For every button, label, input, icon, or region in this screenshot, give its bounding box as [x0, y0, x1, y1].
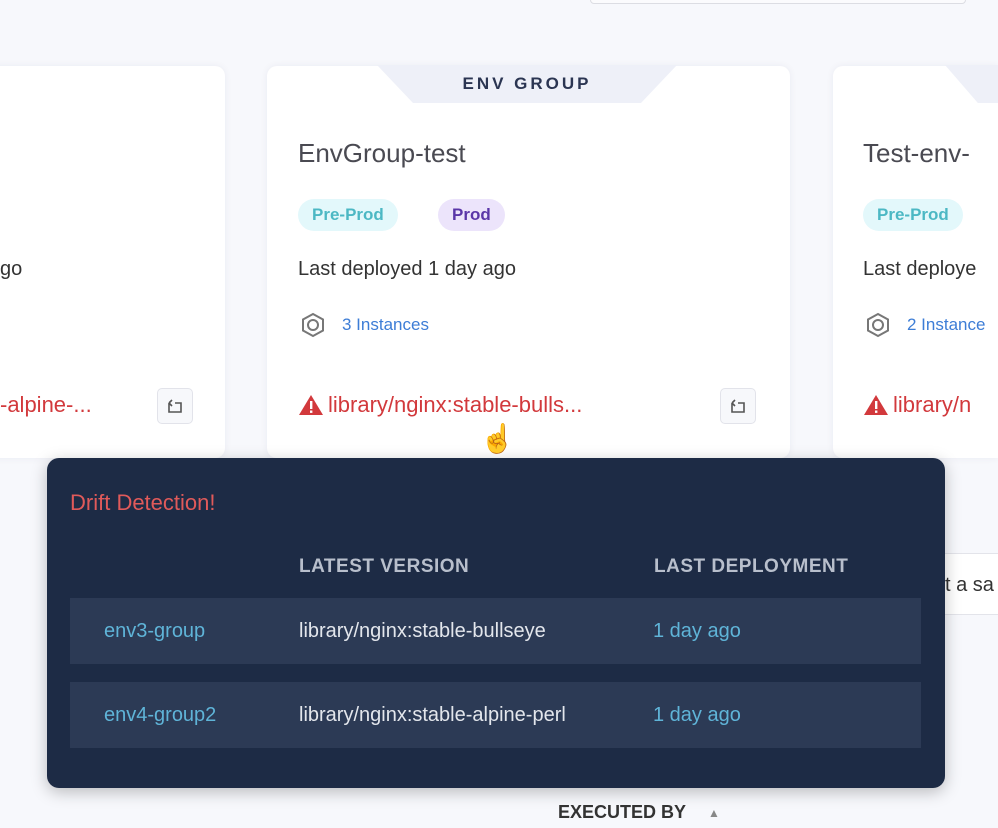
card-title: Test-env- — [863, 138, 970, 168]
popover-title: Drift Detection! — [70, 490, 216, 515]
executed-by-label[interactable]: EXECUTED BY — [558, 802, 687, 822]
last-deployed: go — [0, 258, 23, 280]
sort-up-icon[interactable]: ▲ — [708, 805, 720, 820]
instances-count[interactable]: 3 Instances — [342, 315, 429, 334]
artifact-link[interactable]: -alpine-... — [0, 392, 92, 417]
executed-by-header[interactable]: EXECUTED BY ▲ — [558, 802, 720, 823]
warning-icon — [299, 395, 323, 415]
instances-count[interactable]: 2 Instance — [907, 315, 986, 334]
badge-prod: Prod — [438, 199, 505, 231]
env-group-tab — [945, 65, 998, 103]
card-title: EnvGroup-test — [298, 138, 466, 168]
env-group-card[interactable]: ENV GROUP EnvGroup-test Pre-Prod Prod La… — [267, 65, 790, 458]
background-text: t a sa — [938, 553, 998, 615]
latest-version: library/nginx:stable-alpine-perl — [299, 703, 566, 726]
drift-detection-popover: Drift Detection! LATEST VERSION LAST DEP… — [47, 458, 945, 788]
last-deployment: 1 day ago — [653, 703, 741, 726]
copy-icon[interactable] — [720, 388, 756, 424]
environment-card[interactable]: go -alpine-... — [0, 66, 225, 458]
hexagon-icon — [867, 312, 889, 338]
table-row: env4-group2 library/nginx:stable-alpine-… — [70, 682, 921, 748]
warning-icon — [864, 395, 888, 415]
artifact-name[interactable]: library/nginx:stable-bulls... — [328, 392, 583, 417]
badge-pre-prod: Pre-Prod — [298, 199, 398, 231]
instances-link[interactable]: 3 Instances — [300, 312, 429, 338]
last-deployed: Last deploye — [863, 258, 977, 280]
last-deployment: 1 day ago — [653, 619, 741, 642]
badge-pre-prod: Pre-Prod — [863, 199, 963, 231]
env-link[interactable]: env4-group2 — [104, 703, 217, 726]
column-latest-version: LATEST VERSION — [299, 556, 470, 577]
copy-icon[interactable] — [157, 388, 193, 424]
env-group-label: ENV GROUP — [377, 65, 677, 103]
artifact-name[interactable]: library/n — [893, 392, 972, 417]
hexagon-icon — [302, 312, 324, 338]
last-deployed: Last deployed 1 day ago — [298, 258, 516, 280]
search-input[interactable] — [590, 0, 966, 4]
table-row: env3-group library/nginx:stable-bullseye… — [70, 598, 921, 664]
env-link[interactable]: env3-group — [104, 619, 206, 642]
hand-cursor-icon: ☝ — [480, 423, 515, 454]
latest-version: library/nginx:stable-bullseye — [299, 619, 546, 642]
column-last-deployment: LAST DEPLOYMENT — [654, 556, 849, 577]
artifact-link[interactable]: library/nginx:stable-bulls... — [298, 392, 582, 418]
artifact-link[interactable]: library/n — [863, 392, 971, 418]
instances-link[interactable]: 2 Instance — [865, 312, 985, 338]
environment-card[interactable]: Test-env- Pre-Prod Last deploye 2 Instan… — [833, 65, 998, 458]
